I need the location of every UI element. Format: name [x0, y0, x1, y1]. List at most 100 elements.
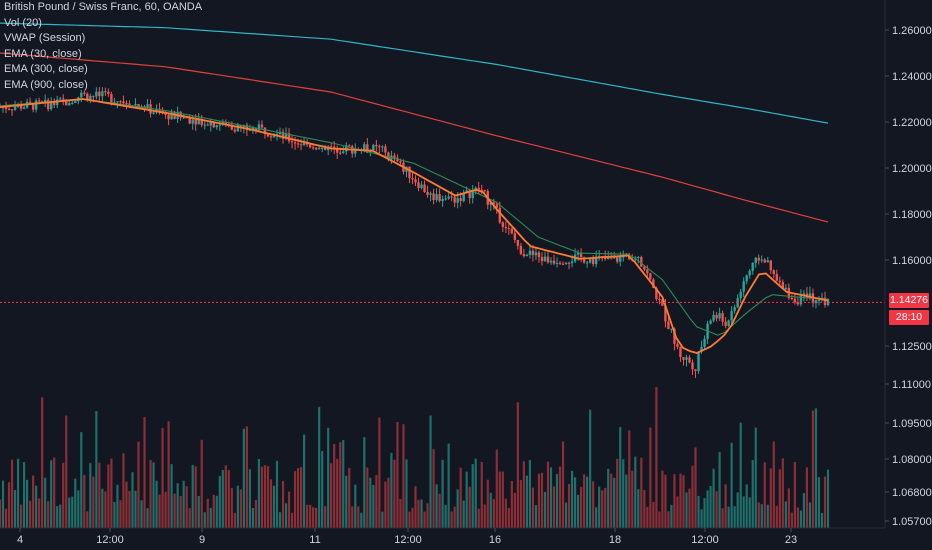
volume-bar — [4, 508, 8, 528]
legend-ema900[interactable]: EMA (900, close) — [4, 78, 88, 91]
volume-bar — [248, 469, 252, 528]
volume-bar — [543, 491, 547, 528]
volume-bar — [116, 484, 119, 528]
legend-ema30[interactable]: EMA (30, close) — [4, 47, 82, 60]
time-tick-label: 12:00 — [394, 534, 422, 546]
candle-body — [281, 131, 285, 139]
volume-bar — [622, 459, 625, 528]
candle-body — [417, 182, 420, 189]
legend-symbol[interactable]: British Pound / Swiss Franc, 60, OANDA — [4, 1, 203, 13]
volume-bar — [736, 492, 739, 528]
volume-bar — [465, 471, 468, 528]
volume-bar — [739, 422, 742, 528]
volume-bar — [751, 460, 754, 528]
candle-body — [465, 190, 468, 193]
volume-bar — [381, 511, 384, 528]
legend-ema300[interactable]: EMA (300, close) — [4, 63, 88, 75]
volume-bar — [534, 505, 538, 528]
volume-bar — [41, 397, 44, 528]
volume-bar — [601, 490, 604, 528]
volume-bar — [748, 497, 751, 528]
candle-body — [549, 260, 553, 263]
volume-bar — [128, 490, 131, 528]
volume-bar — [293, 471, 297, 528]
candle-body — [173, 112, 176, 119]
volume-bar — [763, 462, 766, 528]
volume-bar — [330, 463, 333, 528]
volume-bar — [167, 421, 170, 528]
volume-bar — [16, 458, 20, 528]
volume-bar — [363, 437, 366, 528]
candle-body — [528, 250, 532, 255]
candle-body — [52, 102, 56, 106]
volume-bar — [552, 486, 556, 528]
price-tick-label: 1.08000 — [892, 454, 932, 466]
candle-body — [655, 287, 658, 300]
candle-body — [314, 147, 318, 150]
candle-body — [83, 92, 86, 94]
candle-body — [387, 152, 390, 160]
volume-bar — [239, 489, 242, 528]
volume-bar — [402, 424, 405, 528]
volume-bar — [519, 480, 522, 528]
time-tick-label: 16 — [489, 534, 501, 546]
volume-bar — [414, 486, 417, 528]
volume-bar — [805, 467, 809, 528]
candle-body — [65, 99, 68, 106]
candle-body — [366, 144, 369, 153]
volume-bar — [35, 485, 38, 528]
price-tick-label: 1.20000 — [892, 163, 932, 175]
candle-body — [200, 118, 203, 125]
volume-bar — [583, 474, 586, 528]
candle-body — [501, 222, 505, 228]
volume-bar — [218, 476, 221, 528]
time-axis[interactable]: 4 12:00 9 11 12:00 16 18 12:00 23 — [17, 528, 797, 546]
candle-body — [748, 270, 751, 276]
candle-body — [823, 297, 827, 306]
volume-bar — [426, 503, 429, 528]
legend-vol[interactable]: Vol (20) — [4, 16, 42, 29]
volume-bar — [769, 468, 772, 528]
candle-body — [399, 161, 402, 163]
volume-bar — [631, 470, 634, 528]
candle-body — [778, 280, 782, 283]
candle-body — [414, 179, 417, 183]
volume-bar — [309, 504, 312, 528]
candle-body — [125, 103, 128, 105]
volume-bar — [351, 506, 354, 528]
volume-bar — [516, 402, 519, 528]
volume-bar — [170, 464, 173, 528]
volume-bar — [68, 497, 71, 528]
volume-bar — [580, 486, 583, 528]
time-tick-label: 23 — [785, 534, 797, 546]
candle-body — [104, 91, 107, 93]
volume-bar — [212, 494, 215, 528]
candle-body — [323, 147, 327, 151]
candle-body — [441, 199, 444, 201]
volume-bar — [790, 512, 793, 528]
candle-body — [116, 101, 119, 103]
volume-bar — [727, 506, 730, 528]
volume-bar — [56, 506, 59, 528]
volume-bar — [224, 465, 227, 528]
volume-bar — [721, 508, 724, 528]
candle-body — [763, 259, 766, 263]
legend-vwap[interactable]: VWAP (Session) — [4, 32, 86, 44]
volume-bar — [113, 501, 116, 528]
candle-body — [703, 338, 706, 347]
volume-bar — [161, 428, 164, 528]
candle-body — [239, 124, 243, 128]
candle-body — [697, 351, 700, 371]
candle-body — [718, 313, 721, 319]
volume-bar — [333, 443, 336, 528]
candle-body — [652, 279, 655, 288]
volume-bar — [32, 475, 35, 528]
candle-body — [766, 260, 769, 263]
time-tick-label: 18 — [609, 534, 621, 546]
candle-body — [98, 91, 101, 97]
volume-bar — [390, 452, 393, 528]
candle-body — [817, 299, 821, 301]
price-axis[interactable]: 1.26000 1.24000 1.22000 1.20000 1.18000 1.160… — [885, 25, 932, 528]
volume-bar — [182, 480, 185, 528]
